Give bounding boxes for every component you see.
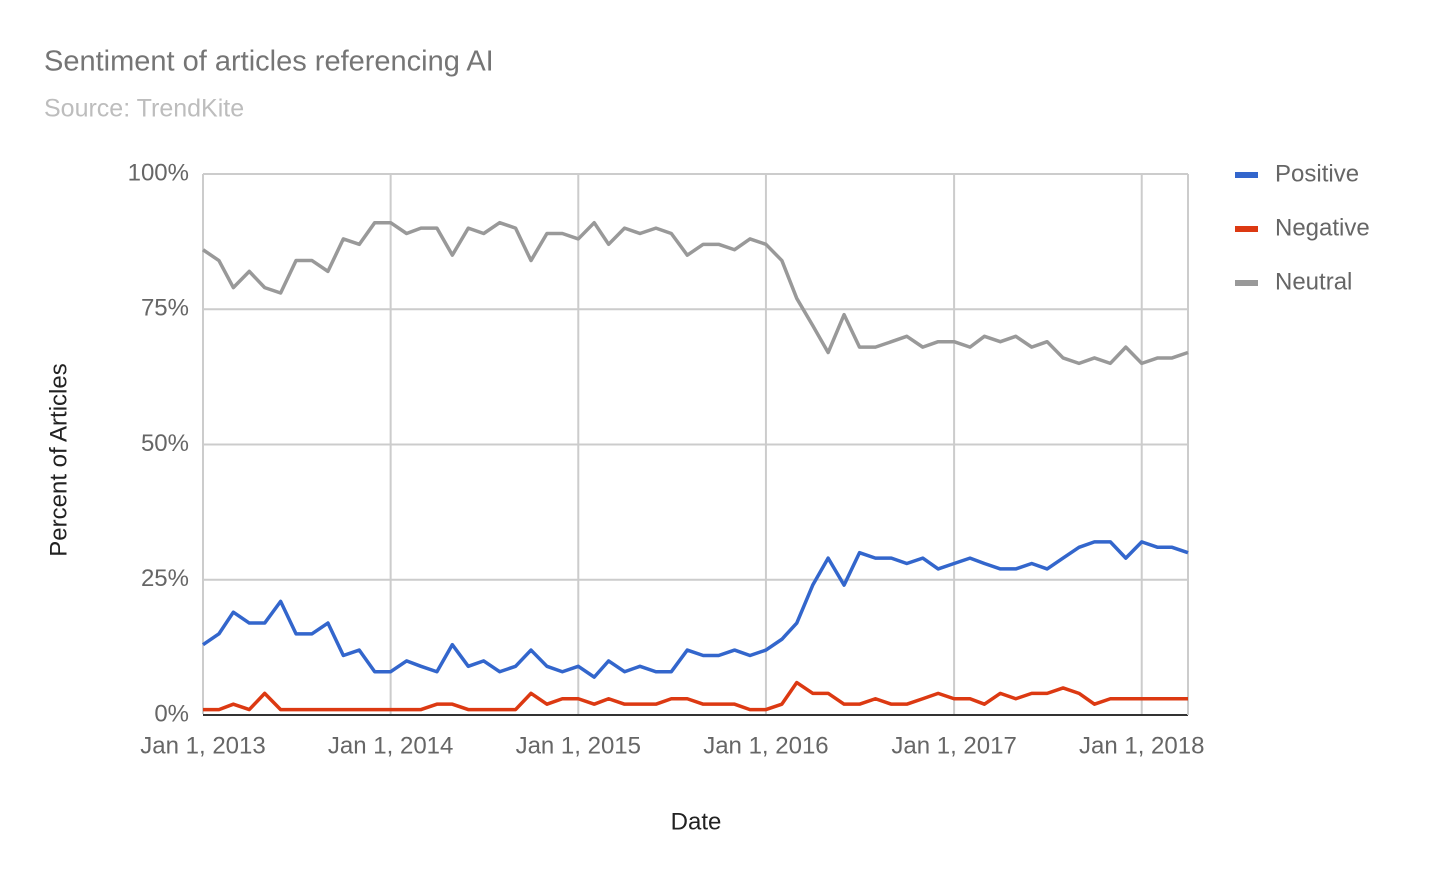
y-tick-label: 75% — [141, 295, 189, 322]
x-tick-label: Jan 1, 2014 — [328, 732, 453, 759]
x-tick-label: Jan 1, 2018 — [1079, 732, 1204, 759]
x-tick-label: Jan 1, 2016 — [703, 732, 828, 759]
series-line — [202, 540, 1189, 679]
chart-subtitle: Source: TrendKite — [44, 95, 244, 123]
legend-label: Negative — [1275, 214, 1370, 241]
y-tick-label: 100% — [128, 159, 189, 186]
y-tick-label: 50% — [141, 430, 189, 457]
legend-label: Neutral — [1275, 268, 1352, 295]
series-line — [203, 680, 1188, 712]
y-tick-label: 0% — [154, 700, 189, 727]
chart-title: Sentiment of articles referencing AI — [44, 46, 494, 78]
x-tick-label: Jan 1, 2013 — [140, 732, 265, 759]
x-tick-label: Jan 1, 2015 — [516, 732, 641, 759]
y-axis-title: Percent of Articles — [45, 363, 72, 556]
x-axis-title: Date — [671, 808, 722, 835]
y-tick-label: 25% — [141, 565, 189, 592]
legend-label: Positive — [1275, 160, 1359, 187]
x-tick-label: Jan 1, 2017 — [891, 732, 1016, 759]
series-line — [202, 220, 1189, 366]
